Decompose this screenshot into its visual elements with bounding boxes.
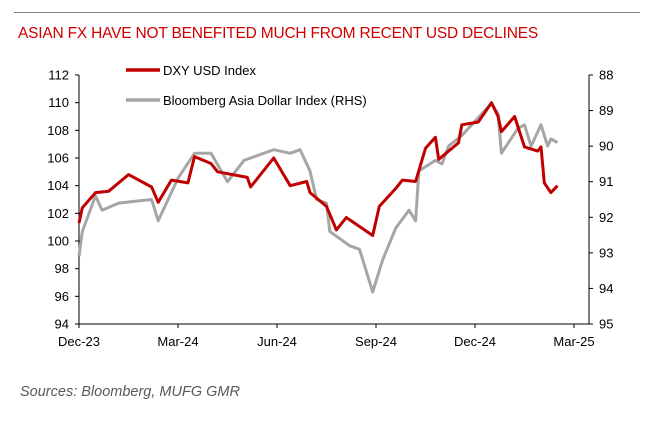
right-tick-label: 92 — [599, 210, 613, 225]
x-tick-label: Dec-23 — [58, 334, 100, 349]
left-tick-label: 106 — [47, 151, 69, 166]
left-tick-label: 112 — [48, 68, 69, 83]
right-tick-label: 93 — [599, 245, 613, 260]
left-tick-label: 102 — [47, 206, 69, 221]
legend-label: DXY USD Index — [163, 63, 256, 78]
x-tick-label: Jun-24 — [257, 334, 297, 349]
dxy-usd-index-line — [77, 101, 559, 237]
left-tick-label: 94 — [55, 317, 69, 332]
right-tick-label: 90 — [599, 139, 613, 154]
left-tick-label: 110 — [48, 95, 69, 110]
asia-dollar-index-line — [77, 102, 559, 294]
sources-note: Sources: Bloomberg, MUFG GMR — [20, 384, 240, 400]
right-tick-label: 88 — [599, 68, 613, 83]
x-tick-label: Sep-24 — [355, 334, 397, 349]
x-tick-label: Mar-25 — [553, 334, 594, 349]
chart-title: ASIAN FX HAVE NOT BENEFITED MUCH FROM RE… — [18, 25, 538, 42]
right-tick-label: 89 — [599, 103, 613, 118]
legend-label: Bloomberg Asia Dollar Index (RHS) — [163, 93, 367, 108]
right-tick-label: 91 — [599, 174, 613, 189]
left-tick-label: 98 — [55, 261, 69, 276]
left-tick-label: 108 — [47, 123, 69, 138]
left-tick-label: 96 — [55, 289, 69, 304]
left-tick-label: 100 — [47, 234, 69, 249]
x-tick-label: Mar-24 — [157, 334, 198, 349]
right-tick-label: 95 — [599, 317, 613, 332]
right-tick-label: 94 — [599, 281, 613, 296]
x-tick-label: Dec-24 — [454, 334, 496, 349]
left-tick-label: 104 — [47, 178, 69, 193]
top-rule — [14, 12, 640, 13]
